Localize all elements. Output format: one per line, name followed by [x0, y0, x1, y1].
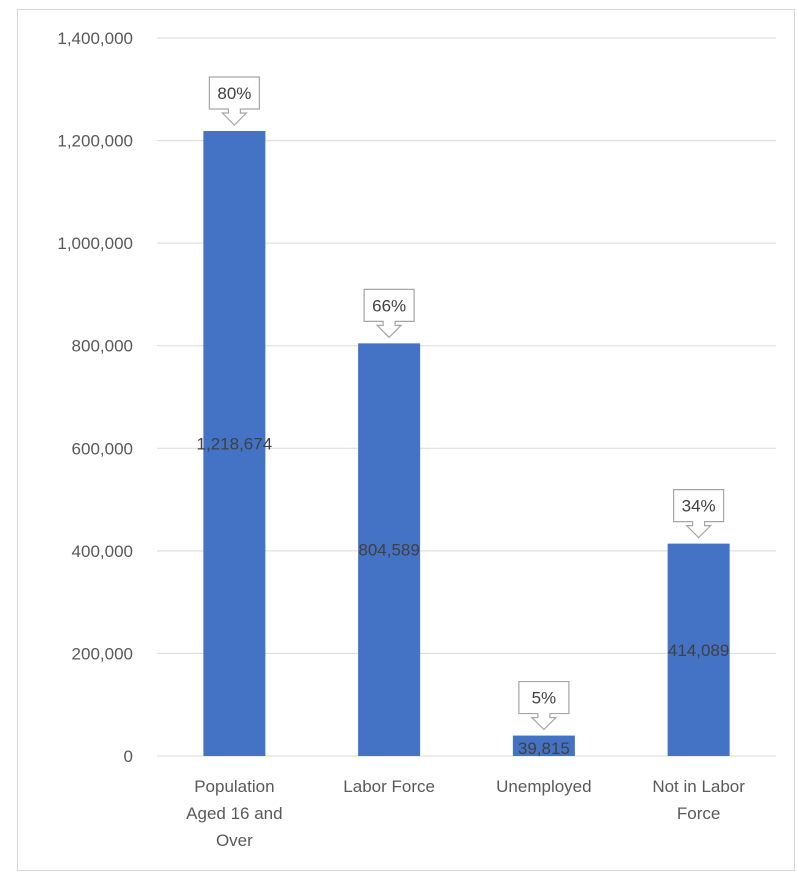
percent-label: 34%	[682, 497, 716, 516]
percent-callout	[363, 288, 415, 339]
bar	[512, 735, 575, 756]
y-tick-label: 1,400,000	[57, 29, 133, 48]
category-label: Aged 16 and	[186, 804, 282, 823]
category-label: Labor Force	[343, 777, 435, 796]
category-label: Not in Labor	[652, 777, 745, 796]
category-label: Force	[677, 804, 720, 823]
percent-label: 66%	[372, 296, 406, 315]
value-label: 1,218,674	[197, 434, 273, 453]
percent-label: 5%	[532, 689, 557, 708]
y-tick-label: 400,000	[72, 542, 133, 561]
bar	[667, 543, 730, 756]
y-tick-label: 200,000	[72, 644, 133, 663]
category-labels: Population Aged 16 and Over Labor Force Unem…	[186, 777, 745, 850]
percent-callout	[208, 76, 260, 126]
category-label: Over	[216, 831, 253, 850]
bar	[203, 130, 266, 757]
y-tick-label: 0	[124, 747, 133, 766]
value-labels: 1,218,674 804,589 39,815 414,089	[197, 434, 730, 758]
value-label: 804,589	[358, 541, 419, 560]
value-label: 39,815	[518, 739, 570, 758]
y-tick-label: 600,000	[72, 439, 133, 458]
y-axis-ticks: 0 200,000 400,000 600,000 800,000 1,000,000 1,…	[57, 29, 133, 766]
percent-callout	[518, 680, 570, 731]
y-tick-label: 800,000	[72, 337, 133, 356]
value-label: 414,089	[668, 641, 729, 660]
y-tick-label: 1,200,000	[57, 132, 133, 151]
bar	[358, 343, 421, 756]
category-label: Population	[194, 777, 274, 796]
category-label: Unemployed	[496, 777, 591, 796]
y-tick-label: 1,000,000	[57, 234, 133, 253]
bars	[203, 130, 730, 757]
percent-callouts: 80% 66% 5% 34%	[208, 76, 725, 731]
percent-label: 80%	[217, 84, 251, 103]
percent-callout	[673, 489, 725, 539]
